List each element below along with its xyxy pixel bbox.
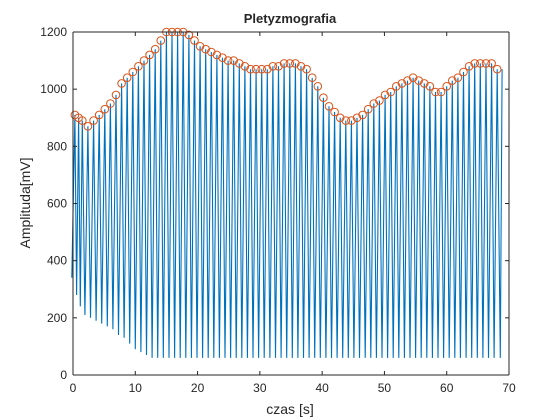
peak-marker	[459, 67, 468, 77]
peak-marker	[341, 116, 351, 125]
peak-marker	[263, 64, 272, 74]
peak-marker	[453, 73, 463, 82]
peak-marker	[94, 110, 104, 120]
peak-marker	[330, 107, 339, 117]
peak-marker	[201, 44, 210, 54]
peak-marker	[363, 104, 373, 114]
peak-marker	[223, 56, 233, 65]
peak-marker	[420, 79, 429, 88]
peak-marker	[122, 73, 132, 82]
peak-marker	[285, 59, 295, 68]
peak-marker	[235, 59, 244, 68]
peak-marker	[150, 44, 160, 54]
peak-marker	[313, 82, 323, 91]
peak-marker	[117, 79, 126, 88]
peak-marker	[397, 79, 407, 88]
peak-marker	[307, 73, 317, 82]
peak-marker	[100, 104, 110, 114]
x-tick-label: 30	[253, 381, 267, 395]
y-tick-label: 1000	[40, 82, 67, 96]
x-tick-label: 40	[315, 381, 329, 395]
peak-marker	[481, 59, 491, 68]
x-tick-label: 10	[129, 381, 143, 395]
peak-marker	[279, 59, 289, 68]
plot-area: 0 10 20 30 40 50 60 70 0 200 400 600 800 1000 1200	[40, 25, 516, 395]
peak-marker	[145, 50, 154, 60]
y-tick-label: 400	[47, 254, 67, 268]
peak-marker	[414, 76, 424, 85]
signal-line	[71, 31, 503, 358]
y-axis-label: Amplituda[mV]	[17, 157, 33, 248]
peak-marker	[386, 87, 396, 97]
peak-marker	[464, 62, 474, 71]
peak-marker	[369, 99, 379, 108]
peak-marker	[128, 67, 138, 77]
peak-marker	[403, 76, 412, 85]
peak-marker	[392, 82, 401, 91]
peak-marker	[78, 116, 87, 125]
peak-marker	[246, 64, 255, 74]
peak-marker	[218, 53, 227, 63]
peak-marker	[431, 87, 440, 97]
peak-marker	[83, 122, 93, 131]
peak-marker	[268, 62, 278, 71]
peak-marker	[492, 64, 502, 74]
peak-marker	[89, 116, 98, 125]
peak-marker	[139, 56, 149, 65]
peak-marker	[251, 64, 261, 74]
x-tick-label: 20	[191, 381, 205, 395]
peak-marker	[207, 47, 216, 57]
peak-marker	[184, 30, 194, 40]
peak-marker	[274, 62, 283, 71]
x-tick-label: 70	[502, 381, 516, 395]
peak-marker	[487, 59, 496, 68]
peak-marker	[257, 64, 267, 74]
peak-marker	[442, 82, 452, 91]
peak-marker	[448, 76, 457, 85]
peak-marker	[380, 90, 390, 100]
peak-marker	[195, 42, 205, 51]
y-tick-label: 800	[47, 139, 67, 153]
y-tick-label: 600	[47, 197, 67, 211]
y-tick-label: 0	[60, 368, 67, 382]
peak-marker	[291, 59, 300, 68]
peak-marker	[476, 59, 485, 68]
peak-marker	[347, 116, 356, 125]
peak-marker	[470, 59, 480, 68]
peak-marker	[425, 82, 435, 91]
peak-marker	[106, 99, 115, 108]
y-tick-label: 1200	[40, 25, 67, 39]
peak-marker	[212, 50, 222, 60]
peak-marker	[229, 56, 238, 65]
peak-marker	[156, 36, 166, 45]
peak-marker	[296, 62, 306, 71]
peak-marker	[302, 64, 311, 74]
peak-marker	[352, 113, 362, 123]
x-tick-label: 50	[378, 381, 392, 395]
peak-marker	[190, 36, 199, 45]
x-axis-label: czas [s]	[266, 401, 313, 417]
peak-marker	[335, 113, 345, 123]
chart-title: Pletyzmografia	[244, 11, 337, 26]
peak-marker	[319, 93, 328, 102]
peak-marker	[436, 87, 446, 97]
peak-marker	[134, 62, 143, 71]
x-tick-label: 0	[70, 381, 77, 395]
peak-marker	[408, 73, 418, 82]
peak-marker	[358, 110, 367, 120]
x-tick-label: 60	[440, 381, 454, 395]
peak-marker	[111, 90, 121, 100]
y-tick-label: 200	[47, 311, 67, 325]
peak-marker	[240, 62, 250, 71]
peak-marker	[375, 96, 384, 105]
peak-marker	[324, 102, 334, 111]
